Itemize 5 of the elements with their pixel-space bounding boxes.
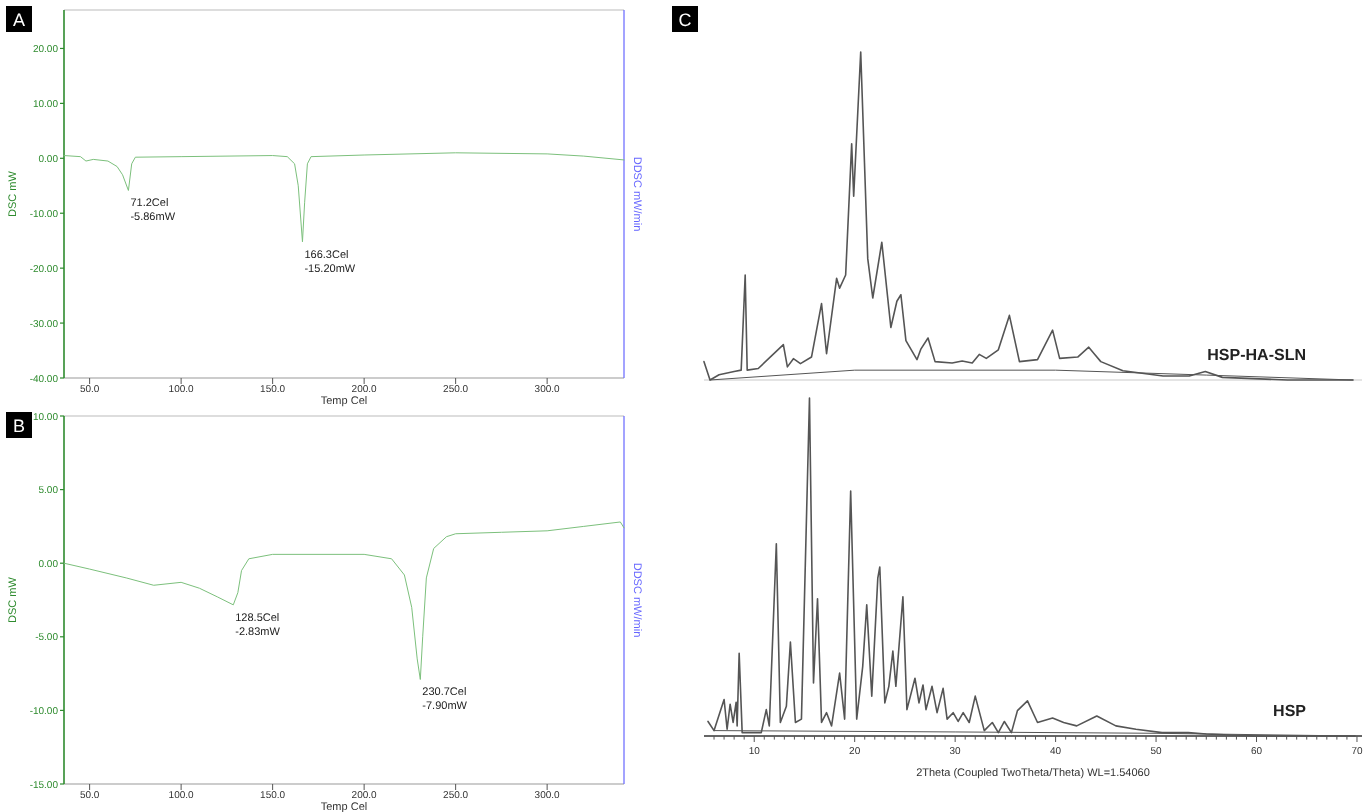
text: C <box>678 10 693 30</box>
series-label: HSP <box>1273 702 1308 720</box>
text: A <box>12 10 26 30</box>
series-label: HSP-HA-SLN <box>1207 346 1307 364</box>
text: B <box>12 416 26 436</box>
